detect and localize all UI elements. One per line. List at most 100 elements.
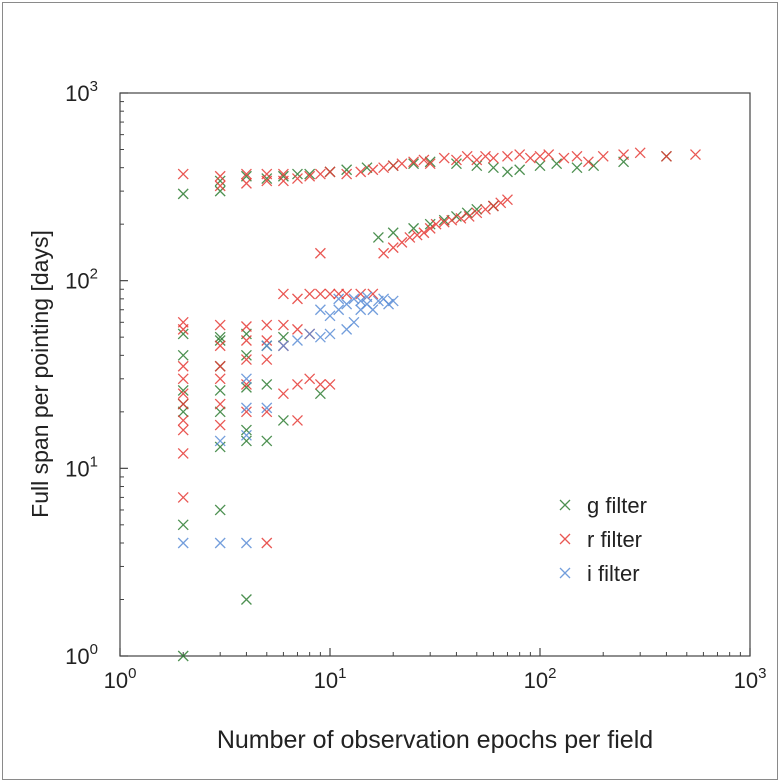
data-point (292, 293, 303, 305)
data-point (558, 152, 570, 164)
x-tick-label: 102 (524, 665, 557, 693)
data-point (177, 406, 189, 418)
data-point (314, 288, 326, 300)
data-point (524, 152, 536, 164)
data-point (396, 158, 408, 170)
x-tick-base: 10 (314, 668, 338, 693)
data-point (177, 388, 189, 400)
data-point (214, 170, 226, 182)
data-point (277, 414, 289, 426)
data-point (214, 398, 226, 410)
data-point (292, 323, 303, 335)
series-1 (177, 147, 701, 549)
data-point (355, 295, 367, 307)
plot-area (119, 92, 751, 657)
data-point (418, 227, 430, 239)
data-point (534, 160, 546, 172)
data-point (240, 429, 252, 441)
data-point (333, 288, 345, 300)
data-point (514, 149, 526, 160)
data-point (304, 288, 316, 300)
data-point (502, 166, 513, 178)
data-point (261, 173, 273, 185)
y-tick-label: 100 (65, 641, 98, 669)
data-point (214, 319, 226, 331)
data-point (438, 216, 450, 228)
data-point (582, 156, 594, 168)
data-point (240, 335, 252, 346)
data-point (455, 212, 467, 224)
data-point (261, 435, 273, 447)
y-tick-label: 103 (65, 78, 98, 106)
data-point (348, 316, 360, 328)
data-point (177, 188, 189, 200)
y-tick-base: 10 (65, 644, 89, 669)
data-point (424, 158, 436, 170)
data-point (177, 316, 189, 328)
data-point (261, 537, 273, 549)
data-point (446, 214, 458, 226)
data-point (333, 304, 345, 316)
data-point (387, 242, 399, 254)
data-point (177, 650, 189, 662)
data-point (314, 168, 326, 180)
data-point (502, 150, 513, 162)
data-point (690, 149, 701, 160)
y-tick-label: 102 (65, 266, 98, 294)
data-point (471, 207, 483, 219)
data-point (424, 222, 436, 234)
data-point (177, 398, 189, 410)
data-point (240, 402, 252, 414)
legend-marker (559, 499, 571, 511)
data-point (367, 164, 379, 176)
data-point (177, 491, 189, 503)
data-point (450, 158, 462, 170)
data-point (214, 406, 226, 418)
data-point (597, 150, 609, 162)
data-point (292, 168, 303, 180)
data-point (177, 537, 189, 549)
data-point (378, 162, 390, 174)
data-point (396, 236, 408, 248)
data-point (261, 378, 273, 390)
data-point (261, 406, 273, 418)
y-tick-exponent: 3 (90, 78, 98, 95)
data-point (177, 384, 189, 396)
data-point (304, 373, 316, 385)
data-point (277, 331, 289, 343)
data-point (314, 247, 326, 259)
data-point (214, 185, 226, 197)
data-point (314, 304, 326, 316)
data-point (571, 150, 583, 162)
data-point (367, 288, 379, 300)
x-tick-label: 100 (104, 665, 137, 693)
data-point (514, 164, 526, 176)
data-point (487, 162, 499, 174)
data-point (471, 160, 483, 172)
data-point (214, 435, 226, 447)
data-point (240, 321, 252, 332)
data-point (348, 293, 360, 305)
y-tick-label: 101 (65, 453, 98, 481)
y-tick-base: 10 (65, 81, 89, 106)
series-2 (177, 291, 399, 549)
data-point (292, 335, 303, 346)
data-point (240, 378, 252, 390)
data-point (240, 349, 252, 361)
data-point (355, 166, 367, 178)
x-tick-exponent: 0 (128, 665, 136, 682)
data-markers (177, 147, 701, 662)
x-tick-exponent: 1 (338, 665, 346, 682)
y-tick-exponent: 0 (90, 641, 98, 658)
data-point (480, 203, 491, 215)
data-point (214, 537, 226, 549)
data-point (277, 168, 289, 180)
data-point (383, 298, 394, 310)
data-point (177, 349, 189, 361)
data-point (177, 519, 189, 531)
data-point (277, 388, 289, 400)
data-point (408, 158, 420, 170)
